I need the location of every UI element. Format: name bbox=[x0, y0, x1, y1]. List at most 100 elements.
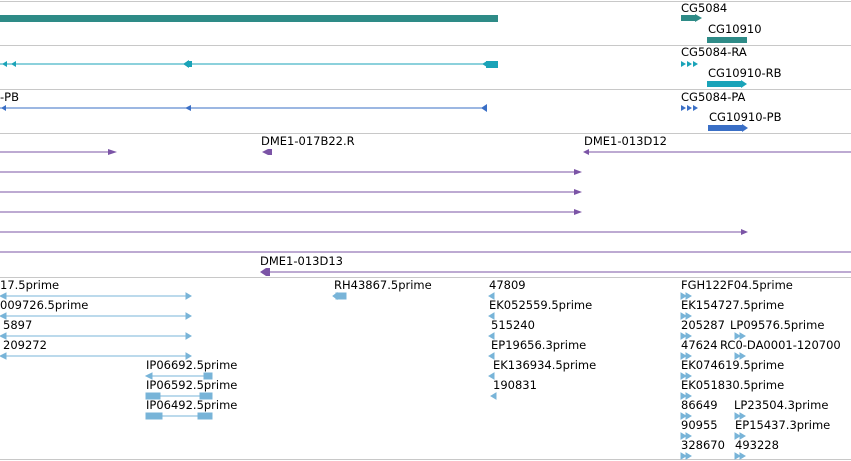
gene-feature-cg10910[interactable] bbox=[707, 37, 747, 43]
est-arrow[interactable] bbox=[685, 292, 692, 300]
est-arrow[interactable] bbox=[488, 332, 495, 340]
est-arrow[interactable] bbox=[739, 432, 746, 440]
transcript-label-cg5084-ra[interactable]: CG5084-RA bbox=[681, 45, 747, 59]
est-arrow[interactable] bbox=[739, 452, 746, 460]
est-arrow[interactable] bbox=[734, 432, 741, 440]
gene-direction-arrow bbox=[695, 14, 702, 22]
est-arrow[interactable] bbox=[685, 312, 692, 320]
est-arrow bbox=[0, 352, 7, 360]
transcript-strand-arrow bbox=[482, 61, 487, 67]
transcript-cg10910-rb[interactable] bbox=[707, 81, 741, 87]
transcript-label-cg5084-pa[interactable]: CG5084-PA bbox=[681, 90, 746, 104]
est-label[interactable]: 17.5prime bbox=[0, 278, 60, 292]
est-label[interactable]: EP19656.3prime bbox=[491, 338, 587, 352]
est-arrow[interactable] bbox=[685, 372, 692, 380]
est-arrow bbox=[185, 292, 192, 300]
est-label[interactable]: 205287 bbox=[681, 318, 725, 332]
est-label[interactable]: EK154727.5prime bbox=[681, 298, 785, 312]
est-label[interactable]: EP15437.3prime bbox=[735, 418, 831, 432]
gene-label-cg5084[interactable]: CG5084 bbox=[681, 1, 728, 15]
est-arrow[interactable] bbox=[488, 372, 495, 380]
est-arrow[interactable] bbox=[685, 412, 692, 420]
est-arrow[interactable] bbox=[739, 412, 746, 420]
est-arrow[interactable] bbox=[680, 372, 687, 380]
est-arrow[interactable] bbox=[680, 332, 687, 340]
est-arrow[interactable] bbox=[685, 392, 692, 400]
est-arrow[interactable] bbox=[680, 412, 687, 420]
est-arrow[interactable] bbox=[685, 352, 692, 360]
est-arrow[interactable] bbox=[680, 352, 687, 360]
est-label[interactable]: EK052559.5prime bbox=[489, 298, 593, 312]
clone-arrow bbox=[108, 149, 117, 155]
transcript-ra-exon[interactable] bbox=[486, 61, 498, 68]
est-arrow[interactable] bbox=[734, 452, 741, 460]
est-arrow[interactable] bbox=[488, 352, 495, 360]
clone-arrow bbox=[574, 209, 582, 215]
est-label[interactable]: EK136934.5prime bbox=[493, 358, 597, 372]
transcript-label-cg10910-rb[interactable]: CG10910-RB bbox=[708, 66, 782, 80]
est-arrow[interactable] bbox=[488, 292, 495, 300]
est-label[interactable]: 90955 bbox=[681, 418, 718, 432]
clone-arrow bbox=[574, 189, 582, 195]
est-label[interactable]: 328670 bbox=[681, 438, 725, 452]
est-arrow[interactable] bbox=[734, 412, 741, 420]
clone-label-dme1-013d13[interactable]: DME1-013D13 bbox=[260, 254, 343, 268]
est-label[interactable]: RH43867.5prime bbox=[334, 278, 432, 292]
est-arrow[interactable] bbox=[685, 332, 692, 340]
transcript-label-cg10910-pb[interactable]: CG10910-PB bbox=[709, 110, 782, 124]
est-exon bbox=[203, 372, 213, 380]
est-label[interactable]: 009726.5prime bbox=[0, 298, 89, 312]
est-label[interactable]: RC0-DA0001-120700 bbox=[720, 338, 841, 352]
transcript-strand-arrow bbox=[11, 61, 16, 67]
est-label[interactable]: EK074619.5prime bbox=[681, 358, 785, 372]
est-arrow[interactable] bbox=[488, 312, 495, 320]
est-label[interactable]: 86649 bbox=[681, 398, 718, 412]
gene-feature-bar[interactable] bbox=[0, 15, 498, 22]
transcript-strand-arrow bbox=[687, 105, 692, 111]
est-label[interactable]: LP09576.5prime bbox=[730, 318, 825, 332]
est-label[interactable]: 5897 bbox=[3, 318, 33, 332]
est-arrow bbox=[0, 312, 7, 320]
est-label[interactable]: FGH122F04.5prime bbox=[681, 278, 793, 292]
est-label[interactable]: EK051830.5prime bbox=[681, 378, 785, 392]
est-exon bbox=[199, 392, 213, 400]
est-label[interactable]: 190831 bbox=[493, 378, 537, 392]
est-arrow[interactable] bbox=[685, 432, 692, 440]
est-arrow[interactable] bbox=[739, 352, 746, 360]
est-arrow[interactable] bbox=[734, 352, 741, 360]
est-exon bbox=[145, 392, 161, 400]
est-label[interactable]: 47624 bbox=[681, 338, 718, 352]
est-arrow[interactable] bbox=[680, 312, 687, 320]
est-arrow[interactable] bbox=[680, 432, 687, 440]
est-label[interactable]: 47809 bbox=[489, 278, 526, 292]
transcript-strand-arrow bbox=[693, 105, 698, 111]
transcript-ra-exon[interactable] bbox=[187, 61, 192, 67]
est-label[interactable]: IP06592.5prime bbox=[146, 378, 238, 392]
transcript-strand-arrow bbox=[687, 61, 692, 67]
est-arrow[interactable] bbox=[490, 392, 497, 400]
est-label[interactable]: IP06692.5prime bbox=[146, 358, 238, 372]
est-arrow[interactable] bbox=[739, 332, 746, 340]
gene-label-cg10910[interactable]: CG10910 bbox=[708, 22, 762, 36]
est-exon bbox=[145, 412, 163, 420]
est-label[interactable]: 209272 bbox=[3, 338, 47, 352]
transcript-label-pb[interactable]: -PB bbox=[0, 90, 19, 104]
est-label[interactable]: LP23504.3prime bbox=[734, 398, 829, 412]
est-arrow[interactable] bbox=[680, 292, 687, 300]
est-label[interactable]: 493228 bbox=[735, 438, 779, 452]
est-arrow[interactable] bbox=[734, 332, 741, 340]
clone-label-dme1-017b22-r[interactable]: DME1-017B22.R bbox=[261, 134, 355, 148]
est-arrow bbox=[185, 352, 192, 360]
transcript-cg10910-pb[interactable] bbox=[708, 125, 742, 131]
clone-dme1-017b22-r[interactable] bbox=[262, 149, 272, 155]
est-arrow[interactable] bbox=[680, 452, 687, 460]
est-arrow bbox=[0, 332, 7, 340]
gene-feature-cg5084[interactable] bbox=[681, 15, 695, 21]
clone-label-dme1-013d12[interactable]: DME1-013D12 bbox=[584, 134, 667, 148]
est-arrow[interactable] bbox=[685, 452, 692, 460]
est-label[interactable]: IP06492.5prime bbox=[146, 398, 238, 412]
est-arrow[interactable] bbox=[680, 392, 687, 400]
est-arrow bbox=[0, 292, 7, 300]
est-label[interactable]: 515240 bbox=[491, 318, 535, 332]
